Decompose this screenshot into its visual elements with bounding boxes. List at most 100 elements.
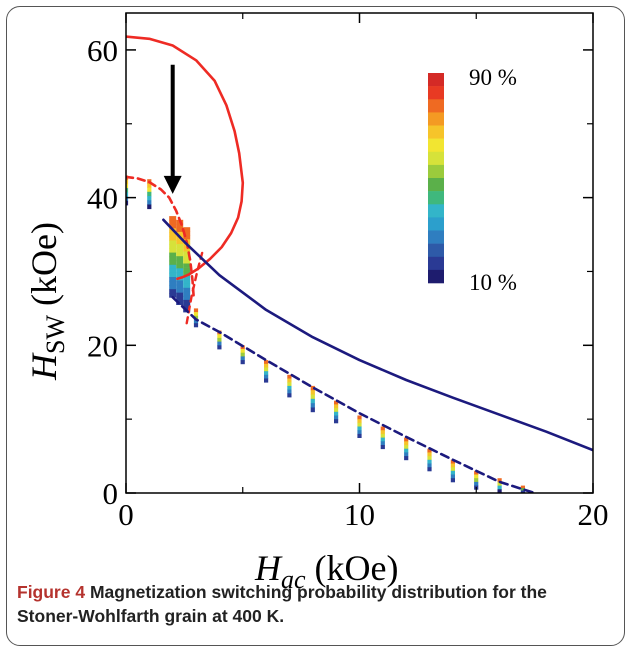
- colorbar-segment: [428, 243, 444, 257]
- probability-cell: [176, 227, 184, 233]
- probability-cell: [380, 433, 385, 438]
- probability-cell: [183, 263, 191, 268]
- probability-cell: [126, 183, 129, 189]
- probability-cell: [183, 279, 191, 285]
- probability-cell: [380, 441, 385, 446]
- figure-caption: Figure 4 Magnetization switching probabi…: [17, 580, 607, 628]
- colorbar-segment: [428, 125, 444, 139]
- colorbar-min-label: 10 %: [469, 270, 517, 295]
- probability-cell: [427, 459, 432, 464]
- probability-cell: [240, 360, 245, 365]
- probability-cell: [264, 371, 269, 376]
- probability-cell: [240, 349, 245, 354]
- probability-cell: [126, 200, 129, 206]
- probability-cell: [169, 268, 177, 274]
- plot-area: [126, 35, 593, 493]
- probability-cell: [520, 485, 525, 489]
- probability-cell: [287, 389, 292, 394]
- probability-cell: [217, 345, 222, 350]
- probability-cell: [193, 312, 199, 317]
- probability-cell: [380, 437, 385, 442]
- probability-cell: [450, 474, 455, 479]
- colorbar-segment: [428, 269, 444, 284]
- probability-cell: [169, 248, 177, 254]
- probability-cell: [497, 478, 502, 483]
- probability-cell: [176, 248, 184, 253]
- probability-cell: [147, 183, 152, 188]
- probability-cell: [264, 378, 269, 383]
- caption-text: Magnetization switching probability dist…: [17, 582, 547, 626]
- probability-cell: [334, 408, 339, 413]
- probability-cell: [357, 426, 362, 431]
- probability-cell: [147, 187, 152, 193]
- y-axis-title-sub: SW: [41, 315, 70, 354]
- colorbar-segment: [428, 112, 444, 126]
- probability-cell: [169, 256, 177, 262]
- probability-cell: [264, 367, 269, 372]
- tick-labels: 0 10 20 0 20 40 60: [87, 33, 609, 532]
- arrow-head: [163, 175, 182, 194]
- probability-cell: [310, 390, 315, 395]
- probability-cell: [217, 341, 222, 346]
- x-axis-title: Hac (kOe): [254, 548, 399, 594]
- probability-cell: [334, 400, 339, 405]
- probability-cell: [427, 467, 432, 472]
- probability-cell: [183, 299, 191, 305]
- probability-cell: [126, 196, 129, 202]
- probability-cell: [520, 490, 525, 493]
- probability-cell: [176, 280, 184, 285]
- probability-cell: [183, 255, 191, 260]
- probability-cell: [357, 422, 362, 427]
- probability-cell: [334, 415, 339, 420]
- colorbar-segment: [428, 230, 444, 244]
- probability-cell: [169, 260, 177, 266]
- probability-cell: [183, 267, 191, 272]
- probability-cell: [380, 445, 385, 450]
- probability-cell: [176, 292, 184, 297]
- probability-cell: [240, 352, 245, 357]
- probability-cell: [404, 437, 409, 442]
- probability-cell: [183, 275, 191, 281]
- probability-cell: [287, 385, 292, 390]
- probability-cell: [334, 404, 339, 409]
- probability-cell: [310, 403, 315, 408]
- probability-cell: [193, 323, 199, 328]
- colorbar: [428, 73, 444, 284]
- probability-cell: [169, 220, 177, 225]
- probability-cell: [183, 291, 191, 297]
- y-tick-label: 60: [87, 33, 118, 68]
- probability-cell: [287, 374, 292, 379]
- probability-cell: [264, 360, 269, 365]
- probability-cell: [147, 191, 152, 197]
- probability-cell: [404, 448, 409, 453]
- probability-cell: [287, 393, 292, 398]
- series-line-dashed-red: [126, 175, 195, 299]
- probability-cell: [287, 382, 292, 387]
- probability-cell: [183, 287, 191, 293]
- probability-cell: [240, 356, 245, 361]
- figure-frame: [6, 6, 625, 646]
- colorbar-segment: [428, 86, 444, 100]
- probability-cell: [169, 285, 177, 290]
- x-axis-title-unit: (kOe): [306, 548, 399, 588]
- probability-cell: [183, 259, 191, 264]
- probability-cell: [450, 463, 455, 468]
- probability-cell: [126, 192, 129, 197]
- y-axis-title-main: H: [24, 352, 64, 381]
- probability-cell: [474, 474, 479, 479]
- y-tick-label: 0: [103, 476, 119, 511]
- probability-cell: [126, 179, 129, 185]
- caption-label: Figure 4: [17, 582, 86, 602]
- probability-cell: [176, 284, 184, 289]
- probability-cell: [193, 308, 199, 313]
- series-line-dashed-red-lower: [185, 248, 205, 325]
- y-tick-label: 40: [87, 181, 118, 216]
- probability-cell: [183, 235, 191, 240]
- probability-cell: [217, 334, 222, 339]
- probability-cell: [183, 295, 191, 301]
- probability-cell: [126, 188, 129, 193]
- probability-cell: [169, 277, 177, 282]
- axes: [125, 12, 594, 494]
- probability-cell: [169, 264, 177, 270]
